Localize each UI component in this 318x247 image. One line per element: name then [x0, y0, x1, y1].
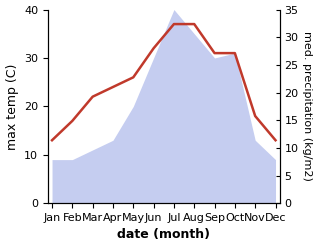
Y-axis label: max temp (C): max temp (C): [5, 63, 18, 149]
Y-axis label: med. precipitation (kg/m2): med. precipitation (kg/m2): [302, 31, 313, 181]
X-axis label: date (month): date (month): [117, 228, 210, 242]
